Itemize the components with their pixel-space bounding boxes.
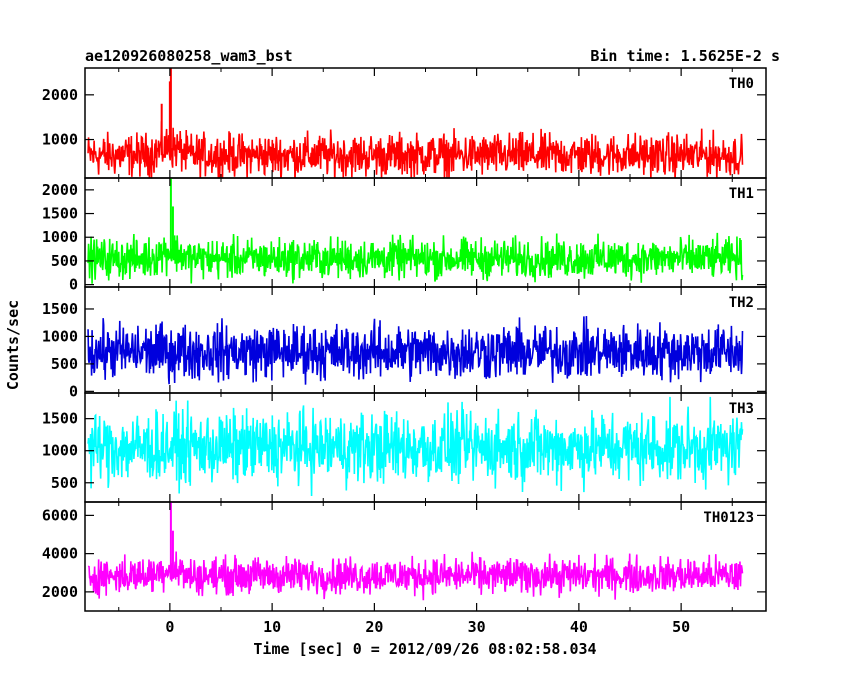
y-tick-label: 1000 xyxy=(42,228,78,246)
series-line-th0123 xyxy=(87,551,744,601)
y-tick-label: 2000 xyxy=(42,181,78,199)
panel-th0: 1000 2000 TH0 xyxy=(42,67,767,179)
y-tick-label: 500 xyxy=(51,355,78,373)
y-tick-label: 1500 xyxy=(42,205,78,223)
x-tick-label: 0 xyxy=(165,618,174,636)
panel-label-th3: TH3 xyxy=(729,401,754,417)
chart-title: ae120926080258_wam3_bst xyxy=(85,47,293,65)
x-axis-label: Time [sec] 0 = 2012/09/26 08:02:58.034 xyxy=(253,640,596,658)
series-line-th0 xyxy=(87,121,744,178)
y-tick-label: 0 xyxy=(69,382,78,400)
y-axis-label: Counts/sec xyxy=(4,300,22,390)
series-line-th2 xyxy=(87,316,744,385)
y-tick-label: 500 xyxy=(51,252,78,270)
y-tick-label: 0 xyxy=(69,276,78,294)
y-tick-label: 2000 xyxy=(42,583,78,601)
y-tick-label: 4000 xyxy=(42,545,78,563)
panel-th3: 500 1000 1500 TH3 xyxy=(42,392,767,503)
x-tick-label: 20 xyxy=(365,618,383,636)
x-tick-label: 40 xyxy=(570,618,588,636)
y-tick-label: 1000 xyxy=(42,327,78,345)
y-tick-label: 6000 xyxy=(42,506,78,524)
y-tick-label: 500 xyxy=(51,474,78,492)
x-tick-label: 50 xyxy=(672,618,690,636)
panel-th2: 0 500 1000 1500 TH2 xyxy=(42,286,767,400)
x-tick-label: 30 xyxy=(468,618,486,636)
panel-label-th1: TH1 xyxy=(729,186,754,202)
y-tick-label: 1000 xyxy=(42,131,78,149)
series-line-th1 xyxy=(87,232,744,284)
bin-time-label: Bin time: 1.5625E-2 s xyxy=(590,47,780,65)
panel-th0123: 2000 4000 6000 TH0123 xyxy=(42,501,767,612)
panel-label-th0: TH0 xyxy=(729,76,754,92)
panel-label-th2: TH2 xyxy=(729,295,754,311)
y-tick-label: 1500 xyxy=(42,300,78,318)
panel-label-th0123: TH0123 xyxy=(703,510,754,526)
series-line-th3 xyxy=(87,396,744,497)
panel-th1: 0 500 1000 1500 2000 TH1 xyxy=(42,177,767,294)
x-tick-label: 10 xyxy=(263,618,281,636)
y-tick-label: 1000 xyxy=(42,442,78,460)
panel-frame xyxy=(84,501,767,612)
y-tick-label: 2000 xyxy=(42,86,78,104)
y-tick-label: 1500 xyxy=(42,410,78,428)
